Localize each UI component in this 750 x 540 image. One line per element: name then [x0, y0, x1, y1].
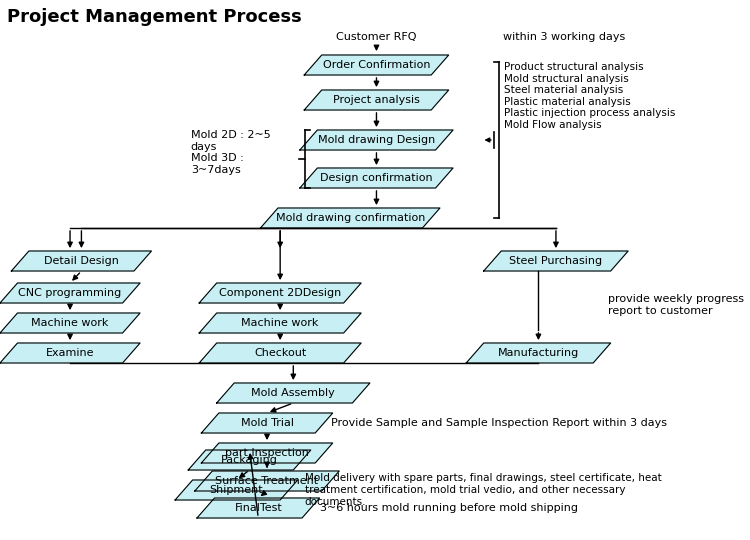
Text: provide weekly progress
report to customer: provide weekly progress report to custom…	[608, 294, 745, 316]
Text: Product structural analysis
Mold structural analysis
Steel material analysis
Pla: Product structural analysis Mold structu…	[504, 62, 676, 130]
Polygon shape	[200, 343, 362, 363]
Polygon shape	[188, 450, 310, 470]
Polygon shape	[0, 313, 140, 333]
Polygon shape	[300, 168, 453, 188]
Text: CNC programming: CNC programming	[19, 288, 122, 298]
Polygon shape	[195, 471, 339, 491]
Text: Steel Purchasing: Steel Purchasing	[509, 256, 602, 266]
Polygon shape	[200, 283, 362, 303]
Polygon shape	[0, 343, 140, 363]
Text: Mold 2D : 2~5
days
Mold 3D :
3~7days: Mold 2D : 2~5 days Mold 3D : 3~7days	[190, 130, 271, 175]
Polygon shape	[466, 343, 610, 363]
Text: Detail Design: Detail Design	[44, 256, 118, 266]
Polygon shape	[217, 383, 370, 403]
Text: Surface Treatment: Surface Treatment	[215, 476, 319, 486]
Text: Manufacturing: Manufacturing	[498, 348, 579, 358]
Polygon shape	[200, 313, 362, 333]
Text: Checkout: Checkout	[254, 348, 306, 358]
Polygon shape	[197, 498, 320, 518]
Polygon shape	[0, 283, 140, 303]
Text: Machine work: Machine work	[32, 318, 109, 328]
Text: Provide Sample and Sample Inspection Report within 3 days: Provide Sample and Sample Inspection Rep…	[331, 418, 667, 428]
Text: FinalTest: FinalTest	[235, 503, 282, 513]
Polygon shape	[300, 130, 453, 150]
Text: Mold delivery with spare parts, final drawings, steel certificate, heat
treatmen: Mold delivery with spare parts, final dr…	[304, 474, 662, 507]
Polygon shape	[175, 480, 298, 500]
Text: Customer RFQ: Customer RFQ	[336, 32, 417, 42]
Text: within 3 working days: within 3 working days	[503, 32, 626, 42]
Text: Component 2DDesign: Component 2DDesign	[219, 288, 341, 298]
Text: Order Confirmation: Order Confirmation	[322, 60, 430, 70]
Text: Project analysis: Project analysis	[333, 95, 420, 105]
Text: Machine work: Machine work	[242, 318, 319, 328]
Polygon shape	[260, 208, 440, 228]
Text: Mold drawing Design: Mold drawing Design	[318, 135, 435, 145]
Polygon shape	[304, 90, 448, 110]
Text: Examine: Examine	[46, 348, 94, 358]
Text: Mold Trial: Mold Trial	[241, 418, 293, 428]
Text: Shipment: Shipment	[209, 485, 263, 495]
Text: Mold Assembly: Mold Assembly	[251, 388, 335, 398]
Polygon shape	[201, 443, 333, 463]
Text: part Inspection: part Inspection	[225, 448, 309, 458]
Polygon shape	[201, 413, 333, 433]
Text: Packaging: Packaging	[221, 455, 278, 465]
Text: Project Management Process: Project Management Process	[7, 8, 302, 26]
Text: 3~6 hours mold running before mold shipping: 3~6 hours mold running before mold shipp…	[320, 503, 578, 513]
Text: Design confirmation: Design confirmation	[320, 173, 433, 183]
Polygon shape	[484, 251, 628, 271]
Text: Mold drawing confirmation: Mold drawing confirmation	[275, 213, 425, 223]
Polygon shape	[11, 251, 152, 271]
Polygon shape	[304, 55, 448, 75]
